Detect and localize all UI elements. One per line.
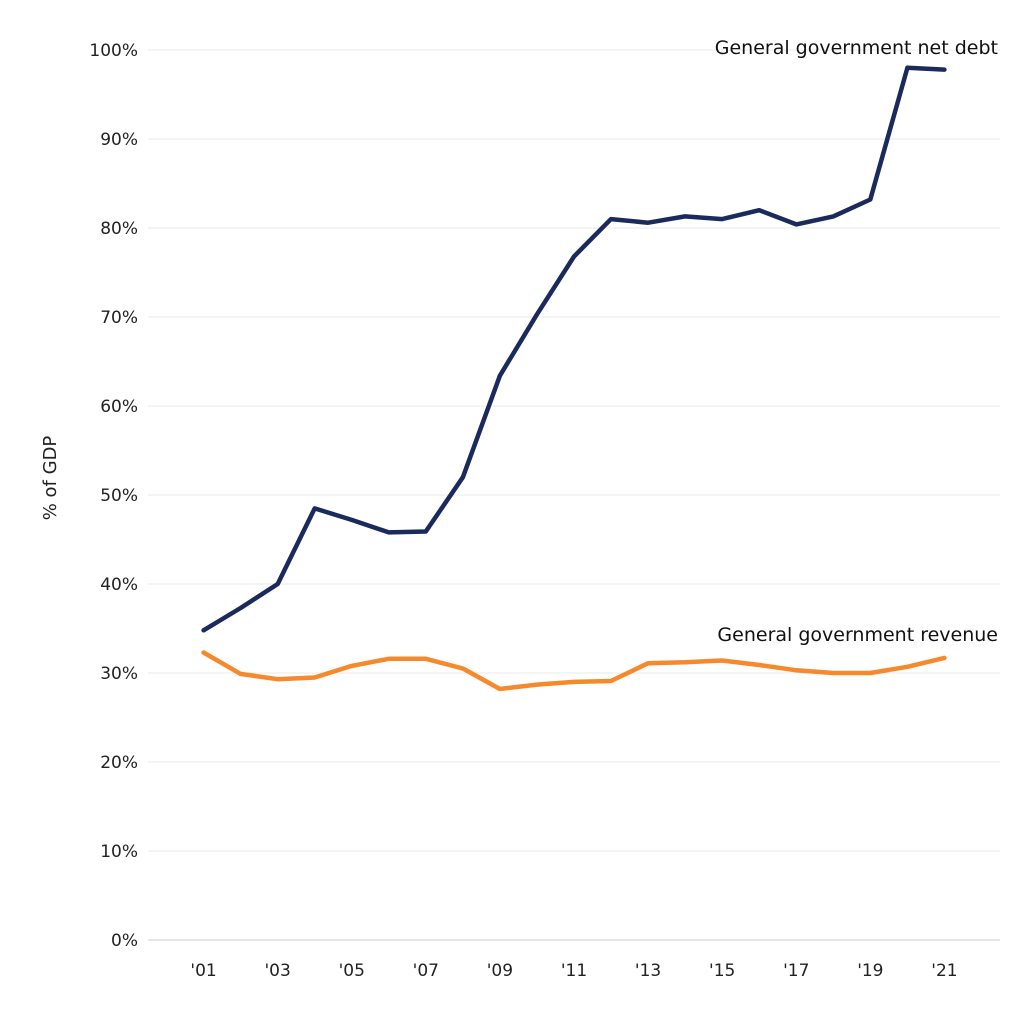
y-tick-label: 60% [100,397,138,417]
y-tick-label: 0% [111,931,138,951]
x-tick-label: '21 [931,961,957,981]
x-tick-label: '15 [709,961,735,981]
x-axis-ticks: '01 '03 '05 '07 '09 '11 '13 '15 '17 '19 '21 [190,961,957,981]
x-tick-label: '05 [339,961,365,981]
y-tick-label: 50% [100,486,138,506]
x-tick-label: '01 [190,961,216,981]
series-labels: General government net debt General gover… [715,37,998,646]
x-tick-label: '03 [264,961,290,981]
y-tick-label: 40% [100,575,138,595]
x-tick-label: '17 [783,961,809,981]
y-tick-label: 80% [100,219,138,239]
y-axis-ticks: 0% 10% 20% 30% 40% 50% 60% 70% 80% 90% 100% [89,41,138,951]
x-tick-label: '07 [413,961,439,981]
y-tick-label: 30% [100,664,138,684]
x-tick-label: '19 [857,961,883,981]
series-label-revenue: General government revenue [717,624,998,646]
x-tick-label: '11 [561,961,587,981]
series-lines [201,65,947,692]
x-tick-label: '13 [635,961,661,981]
y-tick-label: 70% [100,308,138,328]
gridlines [148,49,1000,852]
y-tick-label: 10% [100,842,138,862]
series-line-net-debt [201,65,947,633]
x-tick-label: '09 [487,961,513,981]
y-tick-label: 20% [100,753,138,773]
y-tick-label: 90% [100,130,138,150]
y-tick-label: 100% [89,41,138,61]
series-line-revenue [201,650,947,692]
series-label-net-debt: General government net debt [715,37,998,59]
y-axis-label: % of GDP [40,436,61,521]
